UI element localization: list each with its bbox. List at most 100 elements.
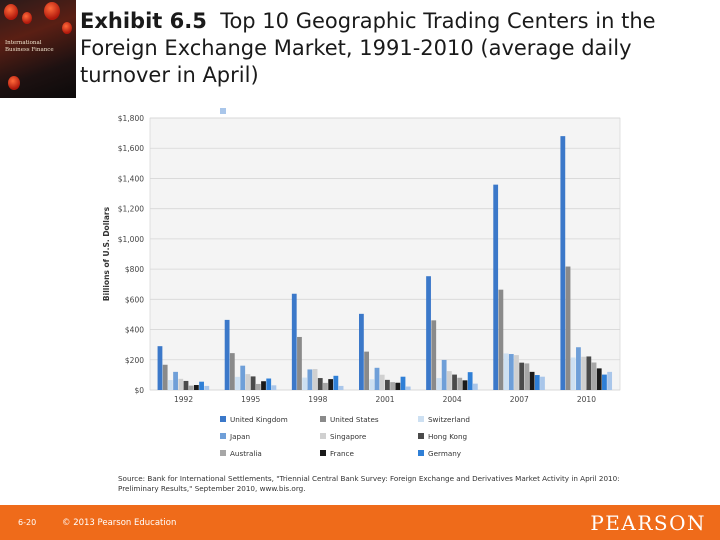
bar (302, 377, 308, 390)
bar (188, 385, 194, 390)
legend-swatch (418, 433, 424, 439)
slide-title-text: Top 10 Geographic Trading Centers in the… (80, 9, 656, 87)
legend-label: United Kingdom (230, 415, 288, 424)
legend-label: Denmark (230, 108, 264, 110)
bar (395, 382, 401, 390)
y-tick-label: $400 (125, 326, 144, 335)
bar (245, 374, 251, 390)
bar (204, 385, 210, 390)
bar (359, 313, 364, 390)
y-tick-label: $0 (134, 386, 144, 395)
bar (493, 184, 499, 390)
legend-label: Japan (229, 432, 250, 441)
bar (338, 385, 344, 390)
bar (503, 353, 509, 390)
bar (534, 375, 540, 390)
bar (167, 380, 173, 390)
y-tick-label: $200 (125, 356, 144, 365)
legend-swatch (220, 108, 226, 114)
y-tick-label: $800 (125, 265, 144, 274)
legend-label: Hong Kong (428, 432, 467, 441)
lantern-icon (8, 76, 20, 90)
bar (524, 363, 530, 390)
bar (199, 381, 204, 390)
bar (261, 381, 266, 390)
bar (508, 354, 514, 390)
legend-swatch (320, 433, 326, 439)
bar (467, 372, 473, 390)
y-tick-label: $1,400 (118, 174, 144, 183)
bar (364, 351, 369, 390)
legend-label: Switzerland (428, 415, 470, 424)
bar (374, 367, 380, 390)
page-number: 6-20 (18, 518, 37, 527)
y-tick-label: $600 (125, 295, 144, 304)
bar (193, 385, 199, 390)
lantern-icon (44, 2, 60, 20)
bar (405, 386, 411, 390)
bar (607, 371, 613, 390)
legend-swatch (320, 416, 326, 422)
bar (441, 359, 447, 390)
bar-chart-svg: $0 $200 $400 $600 $800 $1,000 $1,200 $1,400 $1,6… (102, 108, 621, 458)
bar (162, 364, 168, 390)
bar (565, 266, 571, 390)
legend-label: Singapore (330, 432, 367, 441)
legend-label: France (330, 449, 354, 458)
bar (498, 289, 504, 390)
y-axis-label: Billions of U.S. Dollars (102, 206, 111, 301)
bar (379, 374, 385, 390)
bar (297, 336, 302, 390)
bar (560, 136, 566, 390)
bar (400, 376, 406, 390)
y-tick-label: $1,200 (118, 205, 144, 214)
bar (250, 376, 256, 390)
legend-swatch (418, 416, 424, 422)
bar (333, 375, 339, 390)
bar (586, 356, 592, 390)
slide-title-exhibit: Exhibit 6.5 (80, 9, 207, 33)
bar (317, 378, 323, 390)
bar (255, 383, 261, 390)
bar (596, 368, 602, 390)
bar (462, 380, 468, 390)
bar (540, 376, 545, 390)
x-tick-label: 2010 (577, 395, 596, 404)
bar (426, 276, 431, 390)
bar (570, 357, 576, 390)
legend-swatch (220, 416, 226, 422)
bar (328, 379, 334, 390)
book-cover-image: International Business Finance (0, 0, 76, 98)
source-note: Source: Bank for International Settlemen… (118, 474, 620, 493)
bar (457, 377, 463, 390)
bar (519, 362, 525, 390)
y-tick-label: $1,800 (118, 114, 144, 123)
footer-bar: 6-20 © 2013 Pearson Education PEARSON (0, 505, 720, 540)
bar (602, 374, 607, 390)
legend-swatch (418, 450, 424, 456)
y-tick-label: $1,000 (118, 235, 144, 244)
bar (312, 368, 318, 390)
bar (446, 371, 452, 390)
bar (591, 362, 597, 390)
legend-label: Germany (428, 449, 462, 458)
bar (529, 371, 535, 390)
lantern-icon (4, 4, 18, 20)
bar (307, 369, 313, 390)
bar (472, 383, 478, 390)
bar (229, 353, 235, 390)
copyright-text: © 2013 Pearson Education (62, 518, 177, 528)
bar (323, 382, 328, 390)
legend-swatch (220, 450, 226, 456)
book-cover-title: International Business Finance (5, 40, 54, 53)
bar (183, 380, 189, 390)
y-tick-label: $1,600 (118, 144, 144, 153)
legend-swatch (320, 450, 326, 456)
bar (452, 374, 457, 390)
x-tick-label: 2007 (510, 395, 529, 404)
bar (224, 319, 230, 390)
legend-swatch (220, 433, 226, 439)
bar (369, 379, 375, 390)
x-tick-label: 1995 (241, 395, 260, 404)
bar (390, 382, 395, 390)
